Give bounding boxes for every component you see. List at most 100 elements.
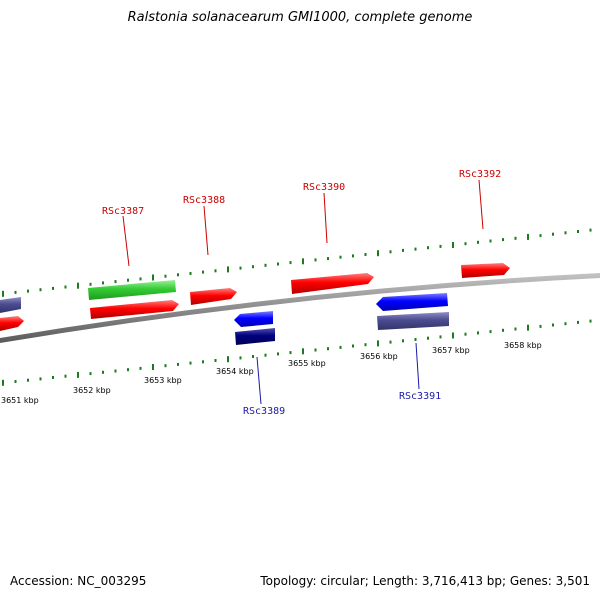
inner-ring-minor-tick [352,344,354,348]
outer-ring-minor-tick [64,285,67,289]
scale-label-3651: 3651 kbp [1,396,39,405]
outer-ring-minor-tick [414,247,417,251]
outer-ring-minor-tick [252,265,254,269]
inner-ring-minor-tick [402,339,404,343]
inner-ring-minor-tick [577,320,579,324]
inner-ring-minor-tick [202,360,204,364]
scale-label-3658: 3658 kbp [504,341,542,350]
gene-label-RSc3392: RSc3392 [459,169,501,180]
cds-arrow-RSc3391 [376,293,448,311]
inner-ring-minor-tick [102,370,104,374]
scale-label-3657: 3657 kbp [432,346,470,355]
cds-arrow-RSc3387 [90,300,179,319]
outer-ring-major-tick [452,242,454,248]
gene-label-RSc3391: RSc3391 [399,391,441,402]
inner-ring-minor-tick [514,327,517,331]
outer-ring-minor-tick [277,262,279,266]
inner-ring-minor-tick [277,352,279,356]
inner-ring-minor-tick [427,336,429,340]
cds-arrow-RSc3388 [190,288,237,305]
leader-line-RSc3387 [122,215,130,267]
cds-arrow-RSc3390 [291,273,374,294]
leader-line-RSc3390 [323,192,328,244]
outer-ring-minor-tick [14,290,17,294]
leader-line-RSc3389 [256,356,262,405]
inner-ring-minor-tick [489,330,492,334]
scale-label-3652: 3652 kbp [73,386,111,395]
dark-feature-arrow [235,328,275,345]
gene-label-RSc3390: RSc3390 [303,182,345,193]
outer-ring-minor-tick [39,288,42,292]
outer-ring-minor-tick [502,238,504,242]
inner-ring-minor-tick [127,368,129,372]
accession-label: Accession: NC_003295 [10,574,147,588]
inner-ring-minor-tick [139,366,142,370]
outer-ring-minor-tick [27,289,29,293]
inner-ring-minor-tick [589,319,592,323]
gene-label-RSc3388: RSc3388 [183,195,225,206]
outer-ring-minor-tick [589,228,592,232]
inner-ring-major-tick [152,364,154,370]
inner-ring-minor-tick [52,376,54,379]
green-feature-arrow [88,280,176,300]
inner-ring-minor-tick [14,380,17,383]
genome-backbone [0,273,600,343]
inner-ring-major-tick [452,332,454,339]
outer-ring-minor-tick [52,286,54,290]
outer-ring-minor-tick [289,261,292,265]
leader-line-RSc3392 [478,179,484,230]
cds-arrow-left-edge [0,316,24,331]
inner-ring-minor-tick [539,324,542,328]
inner-ring-minor-tick [502,328,504,332]
outer-ring-minor-tick [314,258,317,262]
scale-label-3656: 3656 kbp [360,352,398,361]
outer-ring-major-tick [527,233,529,240]
outer-ring-minor-tick [364,253,367,256]
outer-ring-minor-tick [439,244,442,248]
inner-ring-minor-tick [114,369,117,373]
outer-ring-minor-tick [189,272,192,275]
cds-arrow-RSc3389 [234,311,273,327]
outer-ring-minor-tick [327,257,329,261]
inner-ring-minor-tick [214,359,217,362]
inner-ring-minor-tick [27,378,29,382]
inner-ring-minor-tick [552,323,554,327]
inner-ring-minor-tick [464,332,467,336]
cds-arrow-RSc3392 [461,263,510,278]
topology-summary: Topology: circular; Length: 3,716,413 bp… [260,574,590,588]
outer-ring-minor-tick [489,239,492,243]
outer-ring-minor-tick [214,269,217,273]
outer-ring-minor-tick [552,232,554,236]
inner-ring-minor-tick [89,372,92,376]
outer-ring-minor-tick [427,246,429,250]
leader-line-RSc3391 [415,342,420,390]
scale-label-3655: 3655 kbp [288,359,326,368]
inner-ring-minor-tick [289,351,292,355]
inner-ring-major-tick [227,356,229,363]
inner-ring-minor-tick [64,374,67,378]
map-title: Ralstonia solanacearum GMI1000, complete… [127,10,473,25]
inner-ring-minor-tick [389,340,392,344]
outer-ring-minor-tick [202,270,204,274]
inner-ring-minor-tick [414,338,417,341]
inner-ring-minor-tick [164,364,167,368]
inner-ring-minor-tick [327,347,329,351]
outer-ring-major-tick [152,274,154,281]
outer-ring-minor-tick [564,231,567,235]
inner-ring-major-tick [2,379,4,386]
outer-ring-minor-tick [477,240,479,244]
outer-ring-major-tick [227,266,229,273]
inner-ring-minor-tick [439,335,442,339]
scale-label-3654: 3654 kbp [216,367,254,376]
outer-ring-minor-tick [127,278,129,282]
outer-ring-minor-tick [389,250,392,254]
outer-ring-major-tick [77,282,79,289]
inner-ring-minor-tick [189,361,192,365]
outer-ring-minor-tick [514,236,517,240]
inner-ring-major-tick [377,340,379,347]
inner-ring-major-tick [302,348,304,355]
outer-ring-minor-tick [177,273,179,277]
outer-ring-minor-tick [164,274,167,278]
inner-ring-major-tick [527,324,529,331]
